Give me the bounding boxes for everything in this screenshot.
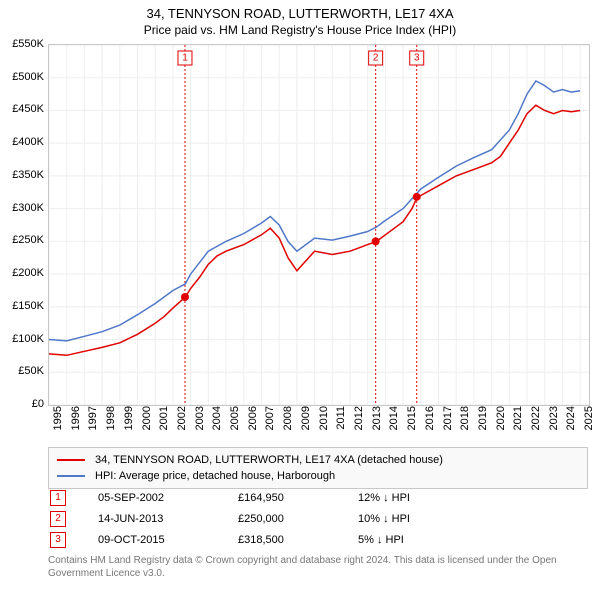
sale-price: £318,500	[238, 534, 358, 546]
y-tick-label: £550K	[4, 38, 44, 50]
sale-date: 05-SEP-2002	[98, 492, 238, 504]
x-tick-label: 2008	[282, 406, 294, 446]
x-tick-label: 2017	[442, 406, 454, 446]
sale-price: £250,000	[238, 513, 358, 525]
x-tick-label: 2010	[318, 406, 330, 446]
legend-item-hpi: HPI: Average price, detached house, Harb…	[57, 468, 579, 484]
x-tick-label: 1996	[70, 406, 82, 446]
y-tick-label: £450K	[4, 103, 44, 115]
y-tick-label: £50K	[4, 365, 44, 377]
sale-diff: 10% ↓ HPI	[358, 513, 478, 525]
sale-date: 09-OCT-2015	[98, 534, 238, 546]
sale-row: 3 09-OCT-2015£318,5005% ↓ HPI	[48, 529, 588, 550]
x-tick-label: 2004	[211, 406, 223, 446]
legend-item-property: 34, TENNYSON ROAD, LUTTERWORTH, LE17 4XA…	[57, 452, 579, 468]
legend-label-property: 34, TENNYSON ROAD, LUTTERWORTH, LE17 4XA…	[95, 454, 443, 466]
x-tick-label: 2019	[477, 406, 489, 446]
sale-diff: 5% ↓ HPI	[358, 534, 478, 546]
x-tick-label: 2012	[353, 406, 365, 446]
x-tick-label: 2001	[158, 406, 170, 446]
chart-grid	[49, 45, 589, 405]
y-tick-label: £200K	[4, 267, 44, 279]
chart-subtitle: Price paid vs. HM Land Registry's House …	[0, 23, 600, 41]
attribution-text: Contains HM Land Registry data © Crown c…	[48, 554, 588, 580]
sale-row: 1 05-SEP-2002£164,95012% ↓ HPI	[48, 487, 588, 508]
x-tick-label: 2014	[388, 406, 400, 446]
x-tick-label: 2016	[424, 406, 436, 446]
x-tick-label: 1995	[52, 406, 64, 446]
x-tick-label: 1997	[87, 406, 99, 446]
chart-container: 34, TENNYSON ROAD, LUTTERWORTH, LE17 4XA…	[0, 0, 600, 590]
legend: 34, TENNYSON ROAD, LUTTERWORTH, LE17 4XA…	[48, 447, 588, 489]
legend-swatch-red	[57, 459, 85, 461]
x-tick-label: 1999	[123, 406, 135, 446]
x-tick-label: 2015	[406, 406, 418, 446]
svg-text:3: 3	[414, 53, 420, 64]
x-tick-label: 2000	[141, 406, 153, 446]
x-tick-label: 2002	[176, 406, 188, 446]
x-tick-label: 2007	[264, 406, 276, 446]
x-tick-label: 2024	[565, 406, 577, 446]
x-tick-label: 2020	[495, 406, 507, 446]
svg-text:2: 2	[373, 53, 379, 64]
x-tick-label: 2025	[583, 406, 595, 446]
marker-boxes: 1 2 3	[178, 51, 424, 65]
y-tick-label: £350K	[4, 169, 44, 181]
sale-marker-box: 2	[50, 511, 66, 527]
marker-lines	[185, 45, 417, 405]
legend-label-hpi: HPI: Average price, detached house, Harb…	[95, 470, 335, 482]
x-tick-label: 1998	[105, 406, 117, 446]
sale-marker-box: 1	[50, 490, 66, 506]
sale-price: £164,950	[238, 492, 358, 504]
x-tick-label: 2006	[247, 406, 259, 446]
x-tick-label: 2023	[548, 406, 560, 446]
x-tick-label: 2022	[530, 406, 542, 446]
sale-diff: 12% ↓ HPI	[358, 492, 478, 504]
y-tick-label: £300K	[4, 202, 44, 214]
y-tick-label: £150K	[4, 300, 44, 312]
sales-table: 1 05-SEP-2002£164,95012% ↓ HPI 2 14-JUN-201…	[48, 487, 588, 550]
y-tick-label: £500K	[4, 71, 44, 83]
sale-marker-box: 3	[50, 532, 66, 548]
x-tick-label: 2003	[194, 406, 206, 446]
sale-row: 2 14-JUN-2013£250,00010% ↓ HPI	[48, 508, 588, 529]
x-tick-label: 2005	[229, 406, 241, 446]
x-tick-label: 2018	[459, 406, 471, 446]
svg-text:1: 1	[182, 53, 188, 64]
sale-date: 14-JUN-2013	[98, 513, 238, 525]
y-tick-label: £400K	[4, 136, 44, 148]
chart-title: 34, TENNYSON ROAD, LUTTERWORTH, LE17 4XA	[0, 0, 600, 23]
chart-plot-area: 1 2 3	[48, 44, 590, 406]
y-tick-label: £0	[4, 398, 44, 410]
x-tick-label: 2021	[512, 406, 524, 446]
chart-svg: 1 2 3	[49, 45, 589, 405]
x-tick-label: 2013	[371, 406, 383, 446]
y-tick-label: £250K	[4, 234, 44, 246]
legend-swatch-blue	[57, 475, 85, 477]
x-tick-label: 2011	[335, 406, 347, 446]
y-tick-label: £100K	[4, 333, 44, 345]
x-tick-label: 2009	[300, 406, 312, 446]
